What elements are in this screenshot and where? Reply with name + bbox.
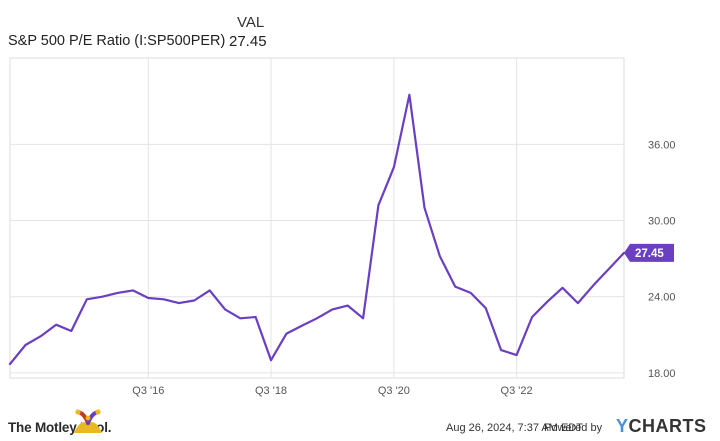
ycharts-logo-text: CHARTS (628, 416, 707, 436)
y-tick-label: 30.00 (648, 216, 676, 228)
legend-header: VAL S&P 500 P/E Ratio (I:SP500PER) 27.45 (0, 10, 300, 54)
grid-lines (10, 58, 624, 378)
x-tick-label: Q3 '22 (501, 385, 533, 397)
series-line-sp500-pe[interactable] (8, 93, 626, 366)
series-name[interactable]: S&P 500 P/E Ratio (I:SP500PER) (8, 33, 226, 49)
plot-area (9, 57, 625, 379)
value-column-label: VAL (237, 14, 265, 31)
y-tick-label: 18.00 (648, 368, 676, 380)
footer-timestamp: Aug 26, 2024, 7:37 AM EDT (446, 422, 583, 434)
x-tick-label: Q3 '18 (255, 385, 287, 397)
ycharts-logo[interactable]: YCHARTS (616, 416, 707, 437)
last-value-badge-label: 27.45 (635, 248, 664, 260)
x-tick-label: Q3 '16 (132, 385, 164, 397)
last-value-badge: 27.45 (624, 243, 674, 262)
y-axis-ticks: 18.00 24.00 30.00 36.00 (648, 139, 676, 380)
x-axis-ticks: Q3 '16 Q3 '18 Q3 '20 Q3 '22 (132, 385, 532, 397)
last-value-badge-shape (624, 243, 674, 262)
ycharts-logo-y-icon: Y (616, 416, 629, 436)
x-tick-label: Q3 '20 (378, 385, 410, 397)
jester-cap-icon (74, 409, 102, 433)
series-current-value: 27.45 (229, 33, 267, 50)
footer: The Motley Fool. Aug 26, 2024, 7:37 AM E… (0, 404, 720, 441)
y-tick-label: 36.00 (648, 139, 676, 151)
y-tick-label: 24.00 (648, 292, 676, 304)
powered-by-label: Powered by (544, 422, 603, 434)
